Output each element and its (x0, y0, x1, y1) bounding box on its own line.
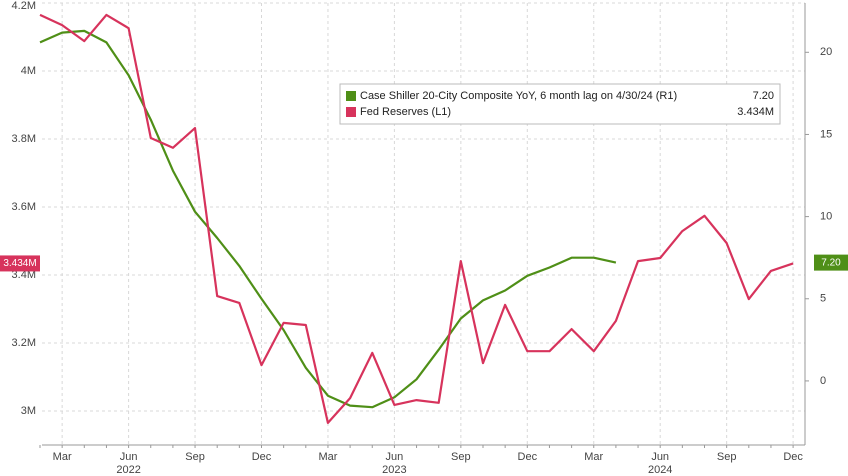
x-group-label: 2022 (116, 464, 140, 476)
y2-tick-label: 5 (820, 293, 826, 305)
legend-value: 3.434M (737, 106, 774, 118)
series-line (39, 29, 617, 409)
y2-tick-label: 0 (820, 375, 826, 387)
y-tick-label: 3.6M (12, 201, 36, 213)
legend-label: Case Shiller 20-City Composite YoY, 6 mo… (360, 90, 677, 102)
legend-label: Fed Reserves (L1) (360, 106, 451, 118)
axis-badge-box (0, 255, 40, 272)
x-tick-label: Sep (717, 451, 737, 463)
y-tick-label: 3.4M (12, 269, 36, 281)
y2-tick-label: 10 (820, 211, 832, 223)
y-tick-label: 4.2M (12, 0, 36, 12)
x-group-label: 2024 (648, 464, 672, 476)
y-tick-label: 4M (21, 65, 36, 77)
y-tick-label: 3M (21, 405, 36, 417)
x-tick-label: Mar (53, 451, 72, 463)
y-tick-label: 3.8M (12, 133, 36, 145)
series-line (39, 13, 794, 424)
x-tick-label: Mar (584, 451, 603, 463)
x-tick-label: Dec (518, 451, 538, 463)
x-tick-label: Mar (318, 451, 337, 463)
legend-swatch (346, 91, 356, 101)
legend: Case Shiller 20-City Composite YoY, 6 mo… (339, 83, 781, 125)
x-tick-label: Dec (252, 451, 272, 463)
y2-tick-label: 15 (820, 128, 832, 140)
legend-value: 7.20 (753, 90, 774, 102)
y-tick-label: 3.2M (12, 337, 36, 349)
axis-badge-label: 7.20 (821, 257, 841, 268)
x-tick-label: Dec (783, 451, 803, 463)
x-tick-label: Jun (120, 451, 138, 463)
axis-badge: 3.434M (0, 255, 40, 272)
x-tick-label: Jun (651, 451, 669, 463)
legend-swatch (346, 107, 356, 117)
x-tick-label: Jun (386, 451, 404, 463)
y2-tick-label: 20 (820, 46, 832, 58)
x-tick-label: Sep (185, 451, 205, 463)
x-tick-label: Sep (451, 451, 471, 463)
axis-badge-label: 3.434M (3, 258, 36, 269)
legend-box (339, 83, 781, 125)
axis-badge: 7.20 (814, 254, 848, 271)
axis-badge-box (814, 254, 848, 271)
x-group-label: 2023 (382, 464, 406, 476)
